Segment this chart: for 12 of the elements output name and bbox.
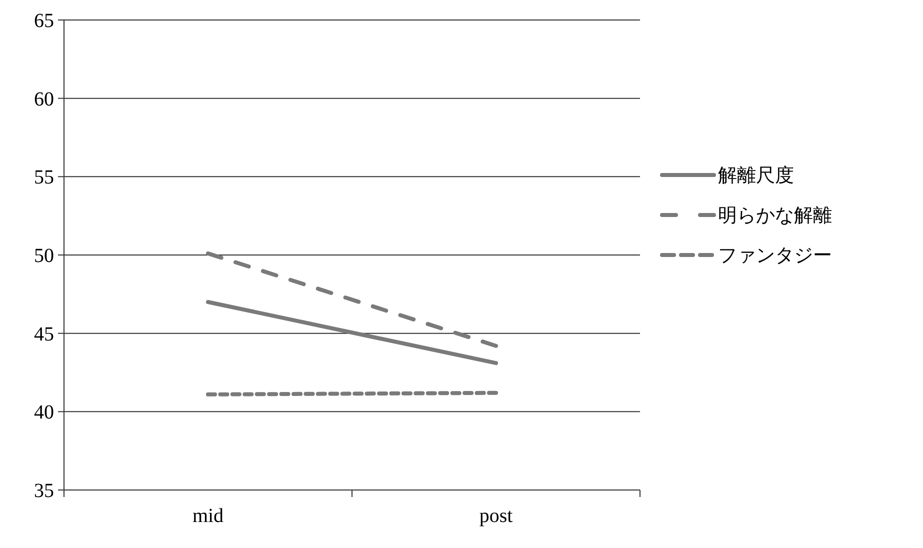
y-tick-label: 50 — [34, 245, 54, 267]
legend-label: 解離尺度 — [718, 164, 794, 187]
y-tick-label: 65 — [34, 10, 54, 32]
y-tick-label: 60 — [34, 88, 54, 110]
y-tick-label: 40 — [34, 402, 54, 424]
y-tick-label: 45 — [34, 323, 54, 346]
y-tick-label: 35 — [34, 480, 54, 502]
legend-label: ファンタジー — [718, 244, 832, 267]
x-tick-label: post — [479, 505, 514, 527]
y-tick-label: 55 — [34, 166, 54, 189]
legend-label: 明らかな解離 — [718, 204, 832, 227]
x-tick-label: mid — [192, 505, 224, 527]
